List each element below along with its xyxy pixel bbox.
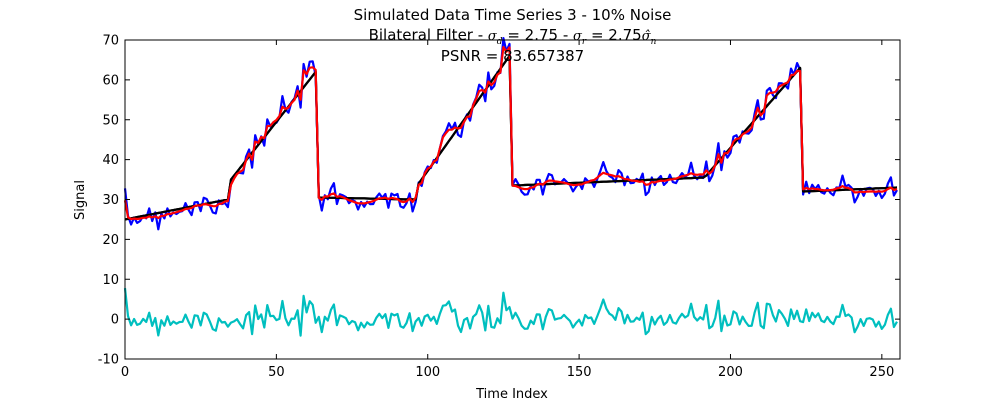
y-tick-label: 30 [102,193,119,208]
sigma-d-sub: d [496,37,503,47]
series-line-residual-noise [123,287,898,337]
x-tick-label: 50 [268,365,285,380]
sigma-d-value: = 2.75 - [502,26,574,44]
chart-title: Simulated Data Time Series 3 - 10% Noise [353,6,672,24]
y-tick-label: 40 [102,153,119,168]
sigma-d-symbol: σ [487,29,497,44]
sigma-r-value: = 2.75 [586,26,642,44]
sigma-r-symbol: σ [573,29,582,44]
sigma-r-sub: r [581,37,587,47]
y-tick-label: 60 [102,73,119,88]
y-tick-label: 50 [102,113,119,128]
y-axis-label: Signal [73,180,88,220]
sigma-n-symbol: σ̂ [641,29,651,44]
y-tick-label: 20 [102,233,119,248]
psnr-label: PSNR = 83.657387 [440,47,585,65]
subtitle-prefix: Bilateral Filter - [368,26,488,44]
y-tick-label: 70 [102,34,119,49]
x-axis-label: Time Index [475,387,548,400]
sigma-n-sub: n [650,37,657,47]
x-tick-label: 200 [718,365,743,380]
x-tick-label: 100 [415,365,440,380]
x-tick-label: 150 [567,365,592,380]
y-tick-label: 10 [102,273,119,288]
x-tick-label: 0 [121,365,129,380]
chart-subtitle: Bilateral Filter - σd = 2.75 - σr = 2.75… [125,26,900,51]
y-tick-label: -10 [98,353,119,368]
x-tick-label: 250 [869,365,894,380]
plot-lines [123,36,898,337]
series-line-filtered-signal [123,45,898,221]
y-tick-label: 0 [111,313,119,328]
